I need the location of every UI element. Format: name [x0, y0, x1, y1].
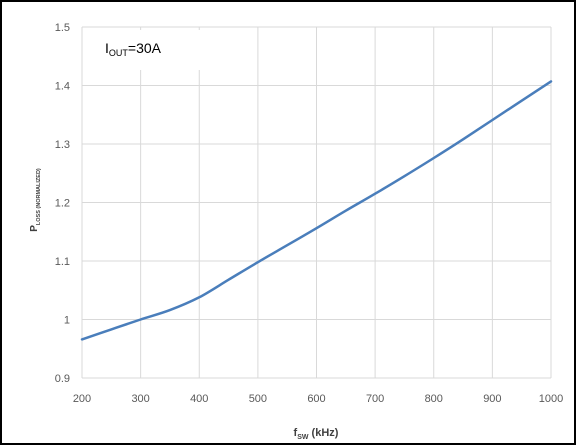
y-axis-title-sub: LOSS (NORMALIZED)	[36, 168, 42, 225]
grid	[81, 26, 552, 379]
x-tick-label-8: 1000	[539, 393, 563, 405]
y-tick-label-3: 1.2	[55, 198, 70, 210]
series-layer	[80, 80, 553, 341]
x-tick-label-1: 300	[131, 393, 149, 405]
x-tick-label-7: 900	[483, 393, 501, 405]
annotation-main: I	[105, 40, 109, 56]
x-tick-label-5: 700	[366, 393, 384, 405]
annotation-sub: OUT	[109, 48, 129, 58]
x-tick-labels: 200 300 400 500 600 700 800 900 1000	[73, 393, 563, 405]
x-axis-title-sub: SW	[297, 434, 309, 441]
annotation-label: IOUT=30A	[105, 40, 162, 58]
x-axis-title: fSW (kHz)	[294, 427, 339, 441]
y-tick-label-1: 1	[64, 315, 70, 327]
annotation-rest: =30A	[128, 40, 162, 56]
x-tick-label-6: 800	[425, 393, 443, 405]
annotation-box	[95, 30, 215, 70]
x-tick-label-2: 400	[190, 393, 208, 405]
series-line-0	[80, 80, 553, 341]
x-tick-label-0: 200	[73, 393, 91, 405]
x-axis-title-rest: (kHz)	[309, 427, 339, 439]
x-tick-label-4: 600	[307, 393, 325, 405]
y-tick-label-4: 1.3	[55, 139, 70, 151]
y-tick-label-5: 1.4	[55, 81, 70, 93]
x-axis-title-main: f	[294, 427, 298, 439]
y-axis-title-main: P	[29, 225, 40, 232]
y-tick-label-0: 0.9	[55, 373, 70, 385]
y-tick-labels: 0.9 1 1.1 1.2 1.3 1.4 1.5	[55, 22, 70, 385]
x-tick-label-3: 500	[249, 393, 267, 405]
y-tick-label-2: 1.1	[55, 256, 70, 268]
y-axis-title: PLOSS (NORMALIZED)	[29, 168, 42, 232]
y-tick-label-6: 1.5	[55, 22, 70, 34]
